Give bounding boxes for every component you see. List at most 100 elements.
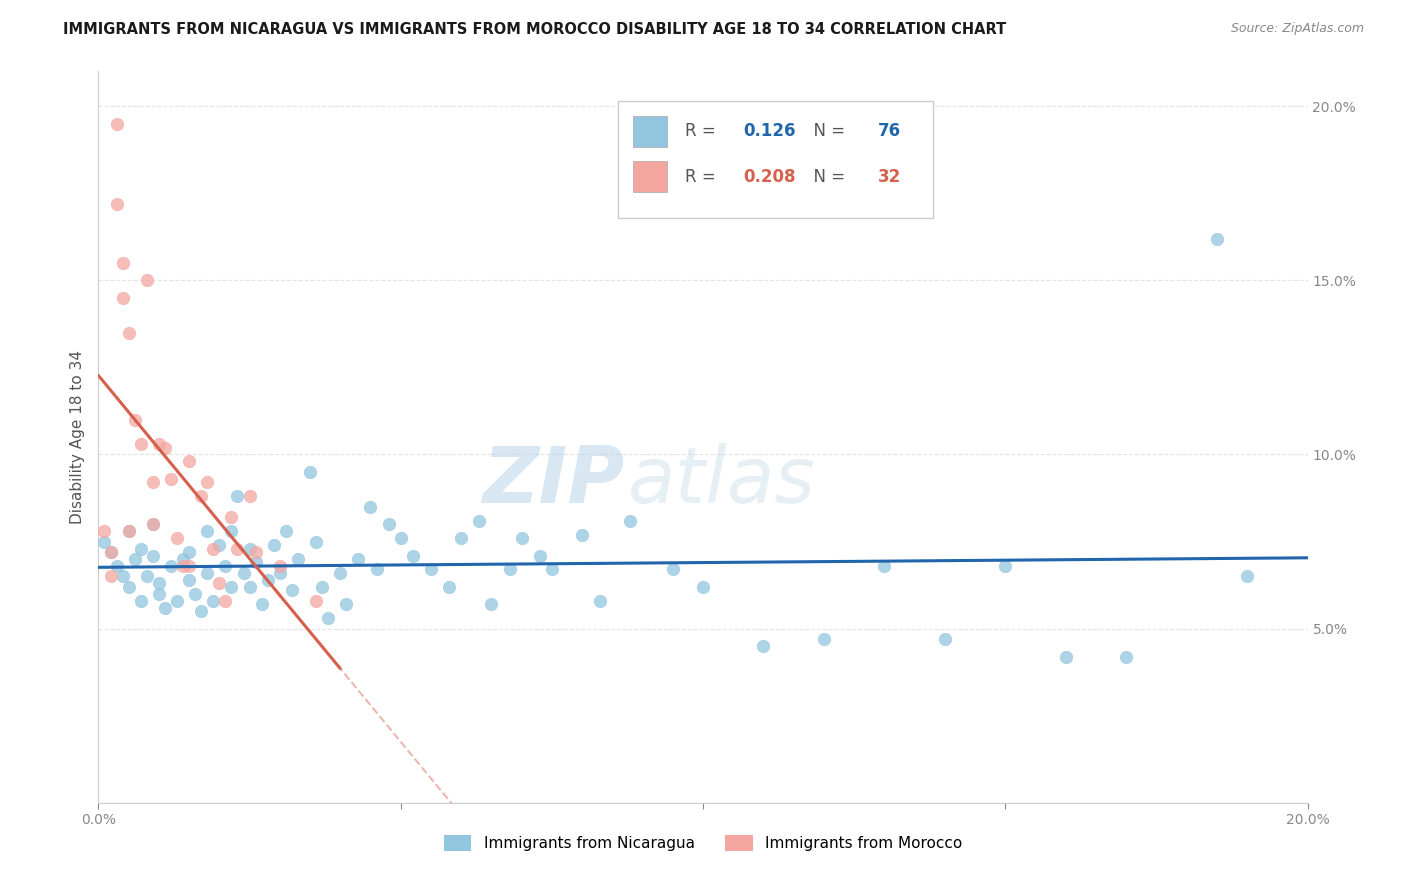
Point xyxy=(263,538,285,552)
Point xyxy=(389,531,412,545)
Point xyxy=(111,569,134,583)
Point xyxy=(239,580,262,594)
Point xyxy=(142,475,165,490)
Point xyxy=(172,552,194,566)
Text: 32: 32 xyxy=(879,168,901,186)
Point xyxy=(93,524,115,538)
Point xyxy=(329,566,352,580)
Point xyxy=(166,531,188,545)
Y-axis label: Disability Age 18 to 34: Disability Age 18 to 34 xyxy=(69,350,84,524)
Point xyxy=(589,594,612,608)
Point xyxy=(540,562,562,576)
Bar xyxy=(633,161,666,192)
Point xyxy=(529,549,551,563)
Point xyxy=(129,541,152,556)
Point xyxy=(299,465,322,479)
Point xyxy=(153,600,176,615)
Text: R =: R = xyxy=(685,122,721,140)
Text: R =: R = xyxy=(685,168,721,186)
Text: ZIP: ZIP xyxy=(482,443,624,519)
Point xyxy=(226,541,249,556)
Point xyxy=(692,580,714,594)
Point xyxy=(1206,231,1229,245)
Point xyxy=(256,573,278,587)
Point xyxy=(105,196,128,211)
Point xyxy=(135,569,157,583)
Point xyxy=(195,475,218,490)
Point xyxy=(287,552,309,566)
Text: Source: ZipAtlas.com: Source: ZipAtlas.com xyxy=(1230,22,1364,36)
Point xyxy=(124,552,146,566)
Point xyxy=(100,545,122,559)
Point xyxy=(129,437,152,451)
Text: 0.208: 0.208 xyxy=(742,168,796,186)
Text: N =: N = xyxy=(803,122,851,140)
Point xyxy=(813,632,835,646)
Point xyxy=(245,556,267,570)
Text: atlas: atlas xyxy=(628,443,815,519)
Point xyxy=(661,562,683,576)
Text: N =: N = xyxy=(803,168,851,186)
Legend: Immigrants from Nicaragua, Immigrants from Morocco: Immigrants from Nicaragua, Immigrants fr… xyxy=(437,830,969,857)
Point xyxy=(245,545,267,559)
Point xyxy=(994,558,1017,573)
Point xyxy=(111,256,134,270)
Point xyxy=(142,517,165,532)
Point xyxy=(360,500,382,514)
Point xyxy=(190,604,212,618)
Point xyxy=(166,594,188,608)
Point xyxy=(214,558,236,573)
Point xyxy=(153,441,176,455)
Point xyxy=(250,597,273,611)
Point xyxy=(118,524,141,538)
Point xyxy=(873,558,896,573)
Point xyxy=(498,562,520,576)
FancyBboxPatch shape xyxy=(619,101,932,218)
Point xyxy=(100,545,122,559)
Point xyxy=(274,524,297,538)
Point xyxy=(1236,569,1258,583)
Point xyxy=(335,597,357,611)
Point xyxy=(179,558,201,573)
Text: IMMIGRANTS FROM NICARAGUA VS IMMIGRANTS FROM MOROCCO DISABILITY AGE 18 TO 34 COR: IMMIGRANTS FROM NICARAGUA VS IMMIGRANTS … xyxy=(63,22,1007,37)
Text: 76: 76 xyxy=(879,122,901,140)
Point xyxy=(226,489,249,503)
Point xyxy=(148,437,170,451)
Point xyxy=(377,517,399,532)
Point xyxy=(160,558,183,573)
Point xyxy=(142,517,165,532)
Point xyxy=(172,558,194,573)
Point xyxy=(214,594,236,608)
Point xyxy=(420,562,443,576)
Point xyxy=(105,558,128,573)
Point xyxy=(135,273,157,287)
Point xyxy=(195,524,218,538)
Point xyxy=(111,291,134,305)
Point xyxy=(148,587,170,601)
Point xyxy=(118,580,141,594)
Point xyxy=(195,566,218,580)
Point xyxy=(118,524,141,538)
Point xyxy=(402,549,425,563)
Point xyxy=(179,573,201,587)
Point xyxy=(208,538,231,552)
Point xyxy=(366,562,388,576)
Point xyxy=(221,524,243,538)
Point xyxy=(305,534,328,549)
Point xyxy=(311,580,333,594)
Point xyxy=(118,326,141,340)
Point xyxy=(239,541,262,556)
Point xyxy=(281,583,304,598)
Point xyxy=(934,632,956,646)
Point xyxy=(347,552,370,566)
Point xyxy=(450,531,472,545)
Point xyxy=(305,594,328,608)
Point xyxy=(190,489,212,503)
Point xyxy=(129,594,152,608)
Point xyxy=(148,576,170,591)
Point xyxy=(179,454,201,468)
Point xyxy=(184,587,207,601)
Point xyxy=(481,597,503,611)
Bar xyxy=(633,116,666,146)
Point xyxy=(1054,649,1077,664)
